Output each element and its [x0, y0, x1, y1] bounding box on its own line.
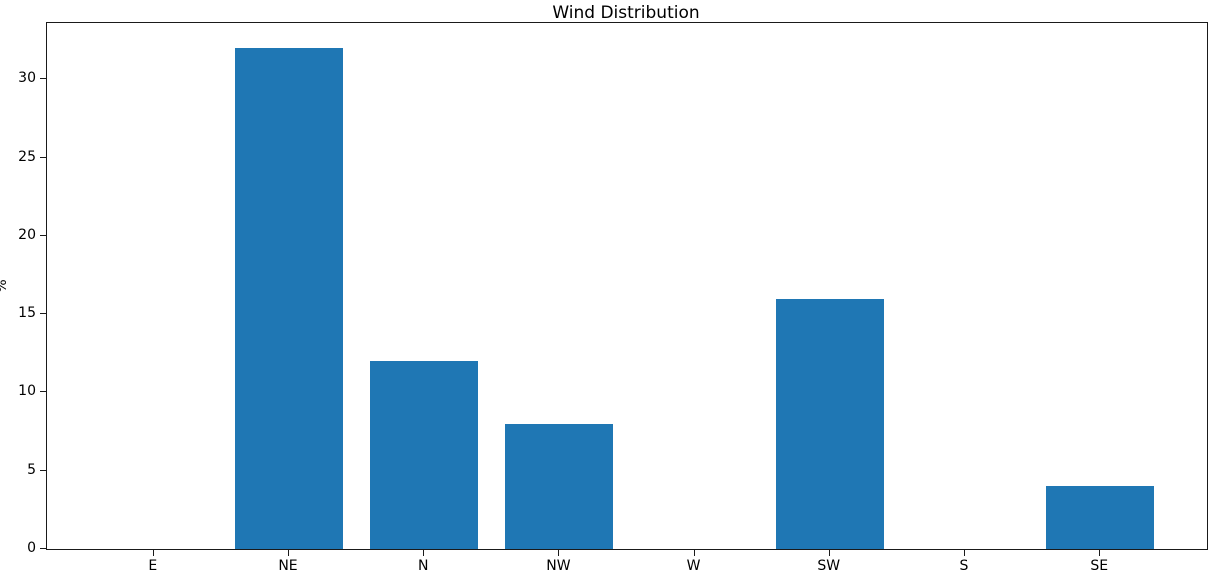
- chart-title: Wind Distribution: [552, 3, 700, 23]
- y-tick-label-0: 0: [27, 540, 36, 556]
- y-tick-mark: [40, 234, 46, 236]
- bar-se: [1046, 486, 1155, 549]
- x-tick-label-e: E: [148, 558, 158, 571]
- plot-area: [46, 22, 1208, 550]
- x-tick-mark: [558, 550, 560, 556]
- x-tick-label-ne: NE: [278, 558, 298, 571]
- x-tick-mark: [1099, 550, 1101, 556]
- y-tick-label-5: 5: [27, 461, 36, 478]
- y-tick-mark: [40, 78, 46, 80]
- y-tick-mark: [40, 548, 46, 549]
- bar-nw: [505, 423, 614, 549]
- y-tick-mark: [40, 469, 46, 471]
- y-tick-label-20: 20: [18, 226, 36, 243]
- bar-ne: [234, 48, 344, 549]
- x-tick-mark: [288, 550, 289, 556]
- x-tick-label-se: SE: [1090, 558, 1109, 571]
- y-tick-label-15: 15: [18, 305, 36, 322]
- x-tick-mark: [693, 550, 695, 556]
- x-tick-mark: [963, 550, 965, 556]
- y-tick-label-25: 25: [18, 148, 36, 165]
- x-tick-mark: [828, 550, 830, 556]
- x-tick-label-s: S: [959, 558, 969, 571]
- y-tick-label-10: 10: [18, 383, 36, 400]
- x-tick-label-nw: NW: [546, 558, 571, 571]
- y-tick-mark: [40, 313, 46, 315]
- x-tick-label-w: W: [686, 558, 701, 571]
- bar-sw: [775, 298, 884, 549]
- bar-n: [370, 361, 479, 549]
- y-tick-mark: [40, 391, 46, 393]
- x-tick-mark: [423, 550, 425, 556]
- x-tick-label-sw: SW: [817, 558, 841, 571]
- x-tick-mark: [152, 550, 154, 556]
- y-tick-mark: [40, 156, 46, 158]
- y-tick-label-30: 30: [18, 70, 36, 87]
- x-tick-label-n: N: [417, 558, 429, 571]
